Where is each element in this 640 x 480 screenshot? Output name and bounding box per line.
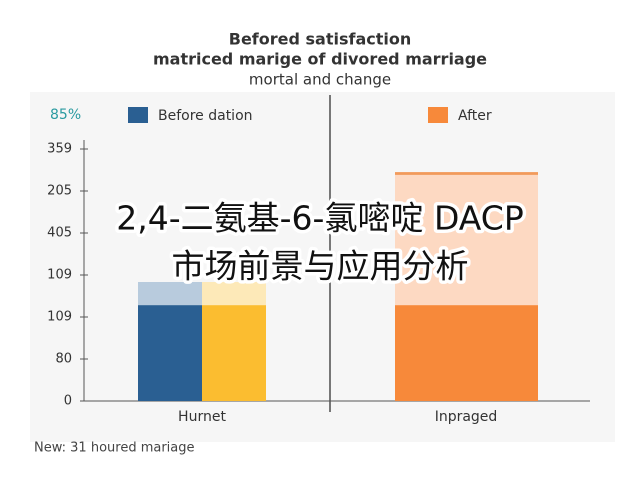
legend-label: Before dation — [158, 108, 253, 124]
bar-segment — [395, 174, 538, 306]
y-tick-label: 0 — [64, 394, 72, 409]
bar-segment — [138, 282, 202, 306]
overlay-title: 市场前景与应用分析 — [172, 247, 469, 286]
y-tick-label: 359 — [47, 142, 72, 157]
legend-swatch — [428, 107, 448, 123]
y-tick-label: 80 — [55, 352, 72, 367]
legend-label: After — [458, 108, 492, 124]
y-tick-label: 405 — [47, 226, 72, 241]
chart-title: matriced marige of divored marriage — [153, 50, 487, 69]
y-tick-label: 109 — [47, 268, 72, 283]
x-tick-label: Inpraged — [435, 409, 498, 425]
chart-title: Befored satisfaction — [229, 30, 412, 49]
bar-segment — [138, 305, 202, 401]
bar-segment — [202, 305, 266, 401]
corner-label: 85% — [50, 107, 81, 123]
bar-segment — [395, 305, 538, 401]
chart-subtitle: mortal and change — [249, 71, 391, 89]
y-tick-label: 109 — [47, 310, 72, 325]
bar-segment — [395, 172, 538, 175]
x-tick-label: Hurnet — [178, 409, 226, 425]
y-tick-label: 205 — [47, 184, 72, 199]
overlay-title: 2,4-二氨基-6-氯嘧啶 DACP — [116, 199, 523, 238]
bar-segment — [202, 282, 266, 306]
legend-swatch — [128, 107, 148, 123]
footnote: New: 31 houred mariage — [34, 441, 195, 456]
